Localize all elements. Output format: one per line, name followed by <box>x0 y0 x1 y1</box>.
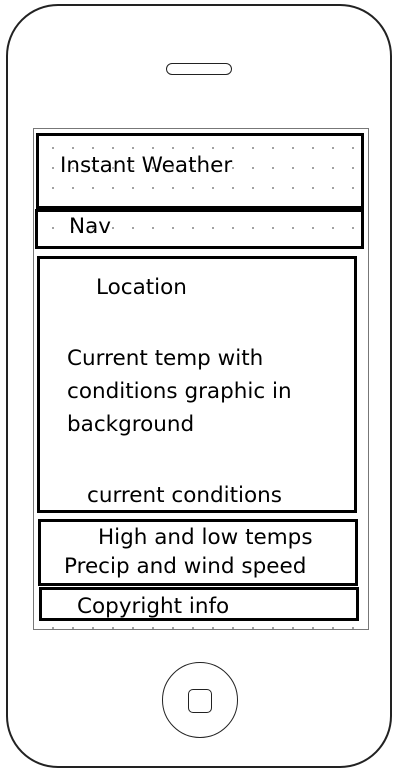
nav-box[interactable] <box>35 209 364 249</box>
footer-box <box>39 587 359 621</box>
details-box <box>38 519 358 586</box>
screen-content-background <box>36 250 366 622</box>
copyright-label: Copyright info <box>77 594 230 619</box>
nav-label: Nav <box>69 214 111 239</box>
app-title: Instant Weather <box>60 153 233 178</box>
home-button[interactable] <box>162 662 238 738</box>
current-conditions-label: current conditions <box>87 483 283 508</box>
speaker-slot <box>166 63 232 75</box>
home-button-icon <box>188 689 212 713</box>
main-conditions-box <box>37 256 357 513</box>
high-low-label: High and low temps <box>98 525 313 550</box>
precip-wind-label: Precip and wind speed <box>64 554 307 579</box>
location-label: Location <box>96 275 187 300</box>
header-box <box>36 133 364 209</box>
current-temp-label: Current temp with conditions graphic in … <box>67 346 292 437</box>
